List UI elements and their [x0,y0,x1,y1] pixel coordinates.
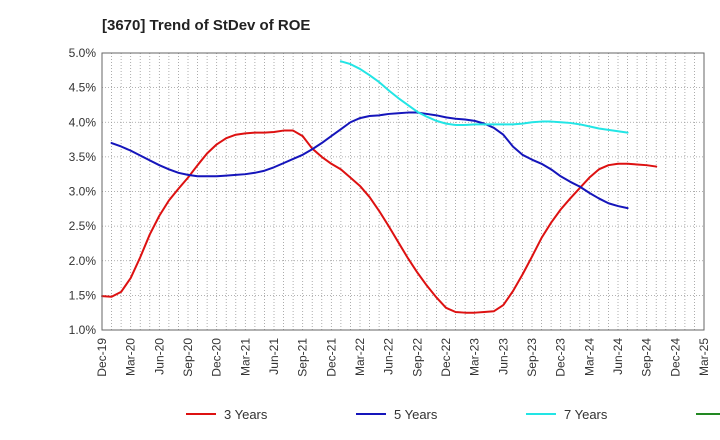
series-layer [101,60,658,314]
y-tick-label: 5.0% [69,46,97,60]
series-line-3 [339,60,629,134]
x-tick-label: Mar-23 [468,338,482,376]
x-tick-label: Dec-22 [439,338,453,377]
series-line-2 [110,111,629,210]
x-tick-label: Jun-21 [267,338,281,375]
x-tick-label: Mar-25 [697,338,711,376]
x-tick-label: Jun-24 [611,338,625,375]
y-tick-label: 3.5% [69,150,97,164]
y-tick-label: 4.0% [69,115,97,129]
x-tick-label: Dec-20 [210,338,224,377]
plot-border [101,52,705,331]
legend-label-1: 3 Years [224,407,268,422]
x-tick-label: Sep-24 [640,338,654,377]
y-tick-label: 2.5% [69,219,97,233]
x-tick-label: Sep-20 [181,338,195,377]
y-tick-label: 1.0% [69,323,97,337]
x-tick-label: Mar-22 [353,338,367,376]
x-tick-label: Dec-21 [324,338,338,377]
legend-label-2: 5 Years [394,407,438,422]
axes: 1.0% 1.5% 2.0% 2.5% 3.0% 3.5% 4.0% 4.5% 5.0% Dec-… [69,46,711,377]
y-tick-label: 3.0% [69,185,97,199]
x-tick-label: Mar-24 [582,338,596,376]
y-tick-label: 4.5% [69,81,97,95]
chart-title: [3670] Trend of StDev of ROE [102,17,310,34]
x-tick-label: Dec-19 [95,338,109,377]
x-tick-label: Mar-20 [124,338,138,376]
x-tick-label: Sep-22 [410,338,424,377]
x-tick-label: Sep-23 [525,338,539,377]
x-tick-label: Mar-21 [238,338,252,376]
x-tick-label: Dec-23 [554,338,568,377]
series-line-1 [101,129,658,314]
x-tick-label: Sep-21 [296,338,310,377]
y-tick-label: 1.5% [69,288,97,302]
x-tick-label: Jun-20 [152,338,166,375]
x-tick-label: Jun-23 [496,338,510,375]
y-tick-label: 2.0% [69,254,97,268]
legend-label-3: 7 Years [564,407,608,422]
x-tick-label: Dec-24 [668,338,682,377]
x-tick-label: Jun-22 [382,338,396,375]
